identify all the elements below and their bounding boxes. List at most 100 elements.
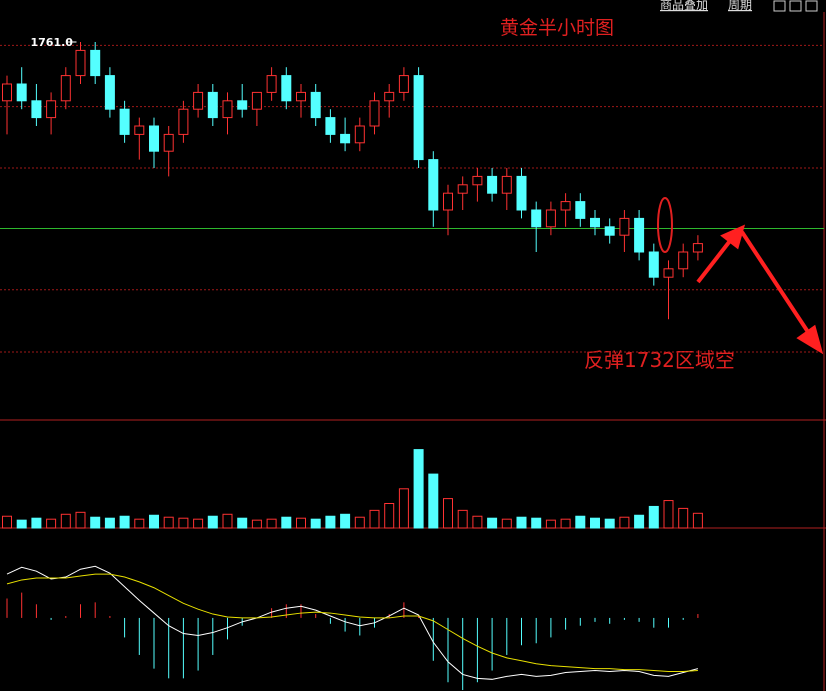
header-link[interactable]: 商品叠加 (660, 0, 708, 12)
volume-bar (325, 515, 336, 529)
header-link[interactable]: 周期 (728, 0, 752, 12)
candle-body (149, 125, 159, 152)
volume-bar (648, 505, 659, 529)
highlight-ellipse (657, 197, 673, 253)
candle-body (266, 75, 277, 93)
volume-bar (281, 516, 292, 529)
volume-bar (678, 507, 689, 529)
candle-body (207, 91, 218, 119)
candle-body (472, 175, 483, 186)
volume-bar (296, 517, 306, 529)
volume-bar (149, 514, 159, 529)
candle-body (648, 251, 659, 278)
arrows (696, 224, 824, 355)
candle-body (443, 192, 453, 211)
volume-bar (619, 516, 630, 529)
volume-bar (590, 517, 600, 529)
candle-body (134, 125, 145, 135)
volume-bar (487, 517, 498, 529)
window-buttons (773, 0, 818, 12)
volume-bar (413, 449, 424, 529)
candle-body (369, 100, 380, 127)
volume-bar (134, 518, 145, 529)
volume-bar (560, 518, 571, 529)
candle-body (16, 83, 27, 102)
volume-bar (384, 503, 395, 529)
candle-body (281, 75, 292, 102)
candle-body (501, 175, 512, 194)
volume-bar (501, 518, 512, 529)
candle-body (487, 175, 498, 194)
candle-body (163, 133, 174, 152)
volume-bar (531, 517, 542, 529)
volume-bar (16, 519, 27, 529)
candle-body (60, 75, 71, 102)
candle-body (604, 226, 615, 236)
candle-body (222, 100, 233, 119)
candle-body (678, 251, 689, 270)
candle-body (398, 75, 409, 93)
volume-bar (472, 515, 483, 529)
candle-body (75, 49, 86, 77)
candle-body (531, 209, 542, 228)
candle-body (634, 217, 645, 253)
macd-line (6, 573, 698, 673)
volume-bar (237, 517, 248, 529)
candle-body (692, 243, 703, 253)
candle-body (590, 217, 600, 228)
candle-body (104, 75, 115, 110)
candle-body (340, 133, 351, 144)
candle-body (31, 100, 42, 119)
volume-bar (46, 518, 57, 529)
candle-body (545, 209, 556, 228)
volume-bar (222, 513, 233, 529)
volume-bar (207, 515, 218, 529)
volume-bar (90, 516, 101, 529)
volume-bar (178, 517, 189, 529)
volume-bar (634, 514, 645, 529)
candle-body (457, 184, 468, 194)
candle-body (354, 125, 365, 144)
high-label: 1761.0 (31, 36, 74, 49)
candle-body (90, 49, 101, 77)
candle-body (325, 117, 336, 135)
volume-bar (2, 515, 12, 529)
candle-body (413, 75, 424, 161)
candle-body (560, 201, 571, 211)
candle-body (119, 108, 130, 135)
volume-bar (119, 515, 130, 529)
candle-body (310, 91, 321, 119)
volume-bar (604, 518, 615, 529)
volume-bar (193, 518, 204, 529)
candle-body (384, 91, 395, 102)
macd-line (6, 565, 699, 680)
candle-body (237, 100, 248, 110)
volume-bar (354, 516, 365, 529)
volume-bar (545, 519, 556, 529)
candle-body (428, 159, 439, 211)
volume-bar (104, 517, 115, 529)
candle-body (575, 201, 586, 219)
volume-bar (457, 509, 468, 529)
volume-bar (266, 518, 277, 529)
volume-bar (31, 517, 42, 529)
volume-bar (251, 519, 262, 529)
candle-body (619, 217, 630, 236)
candle-body (2, 83, 12, 102)
chart-title: 黄金半小时图 (500, 17, 614, 39)
volume-bar (60, 513, 71, 529)
candle-body (46, 100, 57, 119)
candle-body (296, 91, 306, 102)
volume-bar (516, 516, 527, 529)
volume-bar (340, 513, 351, 529)
candle-body (178, 108, 189, 135)
volume-bar (575, 515, 586, 529)
volume-bar (692, 512, 703, 529)
volume-bar (369, 509, 380, 529)
volume-bar (398, 488, 409, 529)
candle-body (193, 91, 204, 110)
volume-bar (443, 498, 453, 529)
volume-bar (75, 511, 86, 529)
